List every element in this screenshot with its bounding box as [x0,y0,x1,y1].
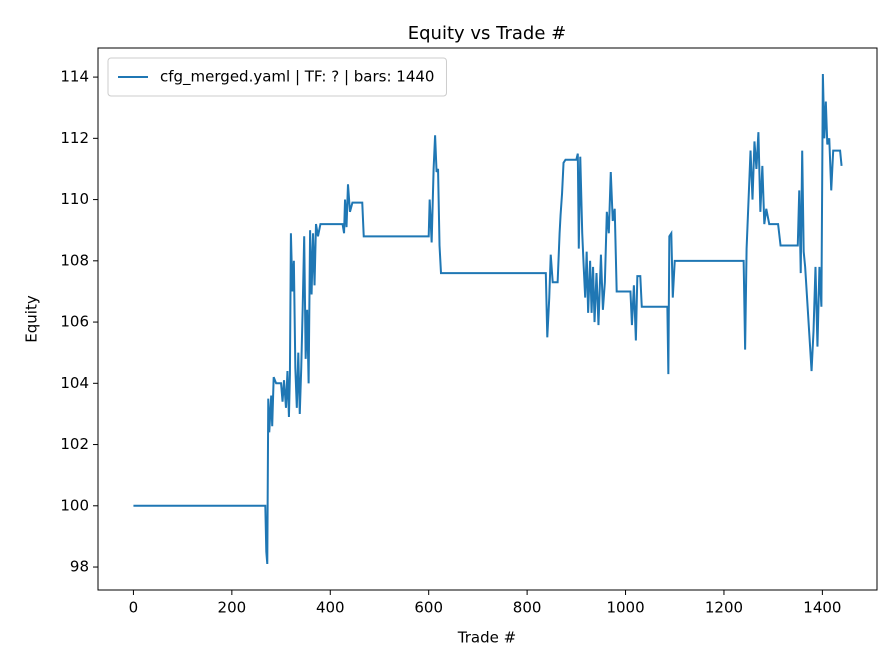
x-tick-label: 1200 [705,599,743,617]
x-tick-label: 400 [316,599,345,617]
y-tick-label: 100 [60,496,89,514]
y-tick-label: 104 [60,374,89,392]
x-tick-label: 1400 [803,599,841,617]
x-tick-label: 1000 [606,599,644,617]
y-tick-label: 102 [60,435,89,453]
y-tick-label: 98 [70,558,89,576]
x-tick-label: 200 [218,599,247,617]
plot-frame [97,47,878,591]
y-tick-label: 108 [60,251,89,269]
legend-label: cfg_merged.yaml | TF: ? | bars: 1440 [160,68,434,87]
x-tick-label: 600 [414,599,443,617]
y-tick-label: 112 [60,129,89,147]
y-tick-label: 106 [60,313,89,331]
x-axis-label: Trade # [457,629,516,647]
chart-title: Equity vs Trade # [408,23,566,44]
x-tick-label: 800 [513,599,542,617]
y-tick-label: 110 [60,190,89,208]
y-axis-label: Equity [23,295,41,343]
x-tick-label: 0 [129,599,139,617]
y-tick-label: 114 [60,68,89,86]
legend-box [107,57,447,97]
line [133,74,843,565]
